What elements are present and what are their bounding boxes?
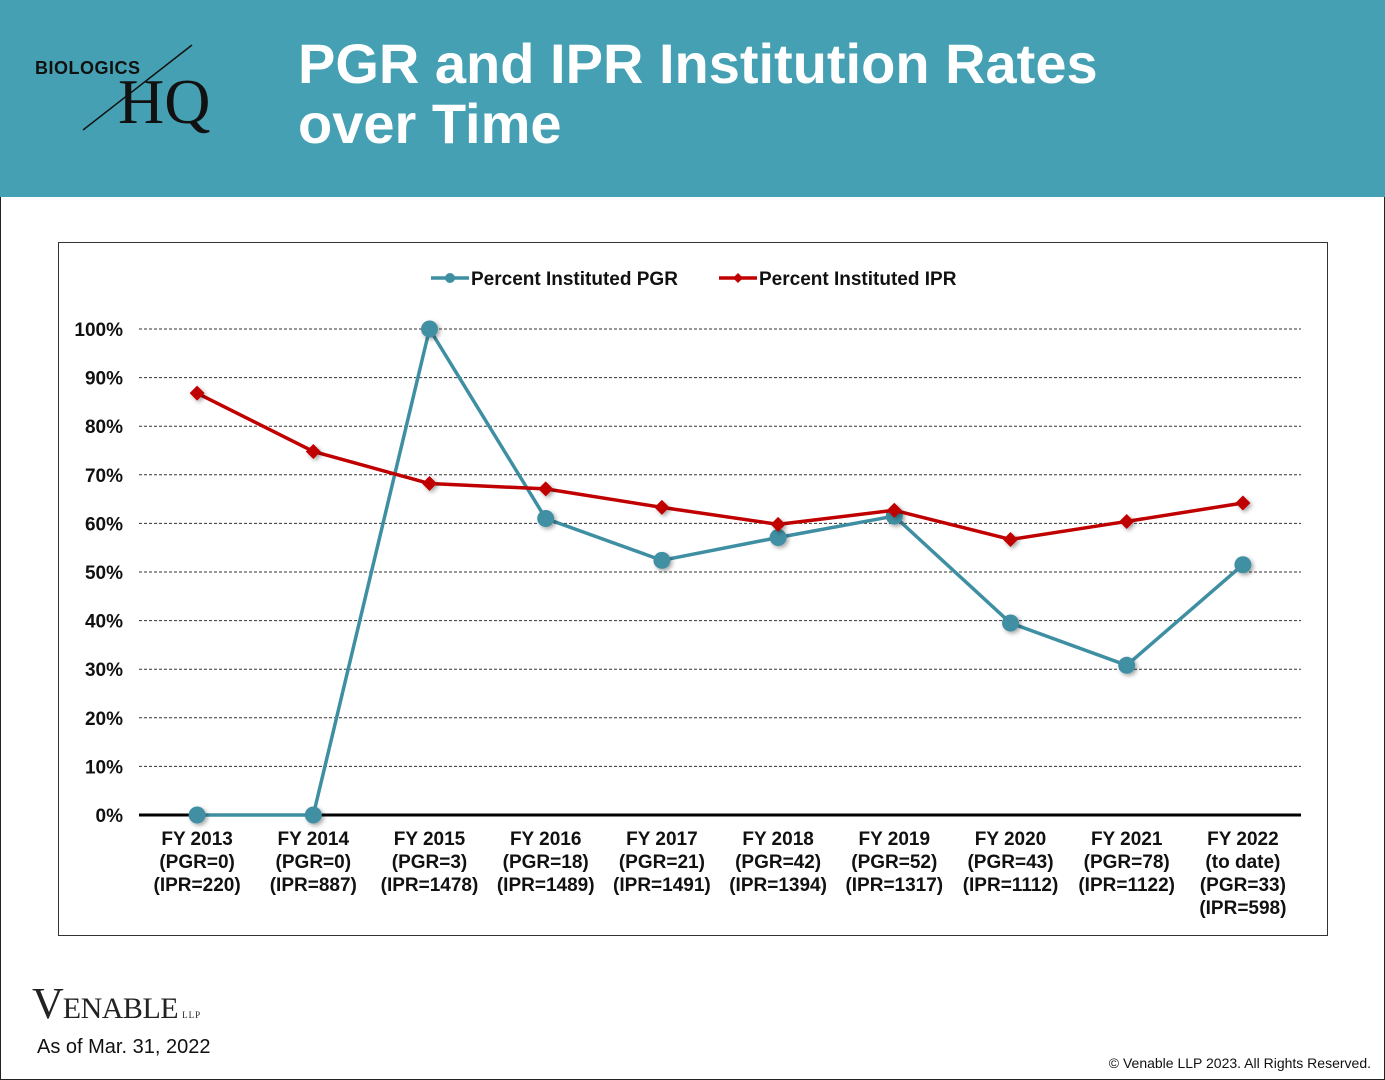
as-of-date: As of Mar. 31, 2022 xyxy=(37,1036,211,1058)
data-point-pgr xyxy=(421,320,438,338)
legend: Percent Instituted PGR Percent Instituted… xyxy=(431,269,957,290)
data-point-ipr xyxy=(189,385,205,401)
data-point-pgr xyxy=(1002,614,1019,632)
logo-top-text: BIOLOGICS xyxy=(35,58,141,78)
x-tick-label: FY 2017 (PGR=21) (IPR=1491) xyxy=(613,829,711,896)
venable-initial: V xyxy=(32,979,64,1028)
y-tick-label: 50% xyxy=(85,563,123,584)
data-point-ipr xyxy=(1119,513,1135,529)
data-point-ipr xyxy=(538,481,554,497)
legend-label-pgr: Percent Instituted PGR xyxy=(471,269,678,290)
series-layer xyxy=(188,320,1252,824)
legend-circle-icon xyxy=(445,273,455,283)
y-tick-label: 10% xyxy=(85,757,123,778)
data-point-pgr xyxy=(1234,556,1252,574)
data-point-ipr xyxy=(1235,495,1251,511)
page-title: PGR and IPR Institution Rates over Time xyxy=(298,34,1098,154)
logo-slash-icon xyxy=(82,44,193,131)
x-tick-label: FY 2022 (to date) (PGR=33) (IPR=598) xyxy=(1199,829,1286,919)
title-line-1: PGR and IPR Institution Rates xyxy=(298,32,1098,95)
legend-label-ipr: Percent Instituted IPR xyxy=(759,269,957,290)
y-tick-label: 0% xyxy=(96,806,124,827)
data-point-pgr xyxy=(537,510,555,528)
venable-rest: ENABLE xyxy=(62,992,179,1025)
series-line-ipr xyxy=(196,391,1244,542)
venable-logo: VENABLE LLP xyxy=(32,978,201,1029)
x-tick-label: FY 2014 (PGR=0) (IPR=887) xyxy=(270,829,357,896)
series-line-pgr xyxy=(197,327,1245,817)
data-point-ipr xyxy=(305,443,321,459)
data-point-ipr xyxy=(886,502,902,518)
header-banner: BIOLOGICS HQ PGR and IPR Institution Rat… xyxy=(0,0,1385,197)
grid-lines xyxy=(139,328,1301,817)
venable-llp: LLP xyxy=(182,1010,202,1020)
y-tick-label: 70% xyxy=(85,466,123,487)
y-axis-ticks: 0% 10% 20% 30% 40% 50% 60% 70% 80% 90% 100% xyxy=(74,320,123,827)
x-tick-label: FY 2016 (PGR=18) (IPR=1489) xyxy=(497,829,595,896)
x-tick-label: FY 2015 (PGR=3) (IPR=1478) xyxy=(381,829,479,896)
x-tick-label: FY 2019 (PGR=52) (IPR=1317) xyxy=(845,829,943,896)
biologics-hq-logo: BIOLOGICS HQ xyxy=(30,40,250,155)
y-tick-label: 30% xyxy=(85,660,123,681)
y-tick-label: 60% xyxy=(85,514,123,535)
x-tick-label: FY 2013 (PGR=0) (IPR=220) xyxy=(154,829,241,896)
x-tick-label: FY 2021 (PGR=78) (IPR=1122) xyxy=(1078,829,1175,896)
y-tick-label: 80% xyxy=(85,417,123,438)
data-point-ipr xyxy=(770,516,786,532)
data-point-pgr xyxy=(653,551,671,569)
data-point-ipr xyxy=(1003,531,1018,547)
chart-container: 0% 10% 20% 30% 40% 50% 60% 70% 80% 90% 100% FY 201… xyxy=(58,242,1328,936)
title-line-2: over Time xyxy=(298,92,562,155)
logo-hq-text: HQ xyxy=(118,66,211,137)
copyright-notice: © Venable LLP 2023. All Rights Reserved. xyxy=(1108,1055,1371,1071)
x-tick-label: FY 2020 (PGR=43) (IPR=1112) xyxy=(963,829,1059,896)
line-chart: 0% 10% 20% 30% 40% 50% 60% 70% 80% 90% 100% FY 201… xyxy=(74,269,1301,919)
y-tick-label: 90% xyxy=(85,369,123,390)
y-tick-label: 20% xyxy=(85,709,123,730)
legend-diamond-icon xyxy=(733,273,743,283)
x-tick-label: FY 2018 (PGR=42) (IPR=1394) xyxy=(729,829,827,896)
y-tick-label: 40% xyxy=(85,612,123,633)
data-point-pgr xyxy=(769,528,787,546)
x-axis-ticks: FY 2013 (PGR=0) (IPR=220) FY 2014 (PGR=0) (IP… xyxy=(154,829,1287,919)
data-point-pgr xyxy=(188,806,206,824)
y-tick-label: 100% xyxy=(74,320,123,341)
data-point-pgr xyxy=(304,806,322,824)
data-point-pgr xyxy=(1118,656,1136,674)
data-point-ipr xyxy=(654,499,670,515)
data-point-ipr xyxy=(422,476,437,492)
